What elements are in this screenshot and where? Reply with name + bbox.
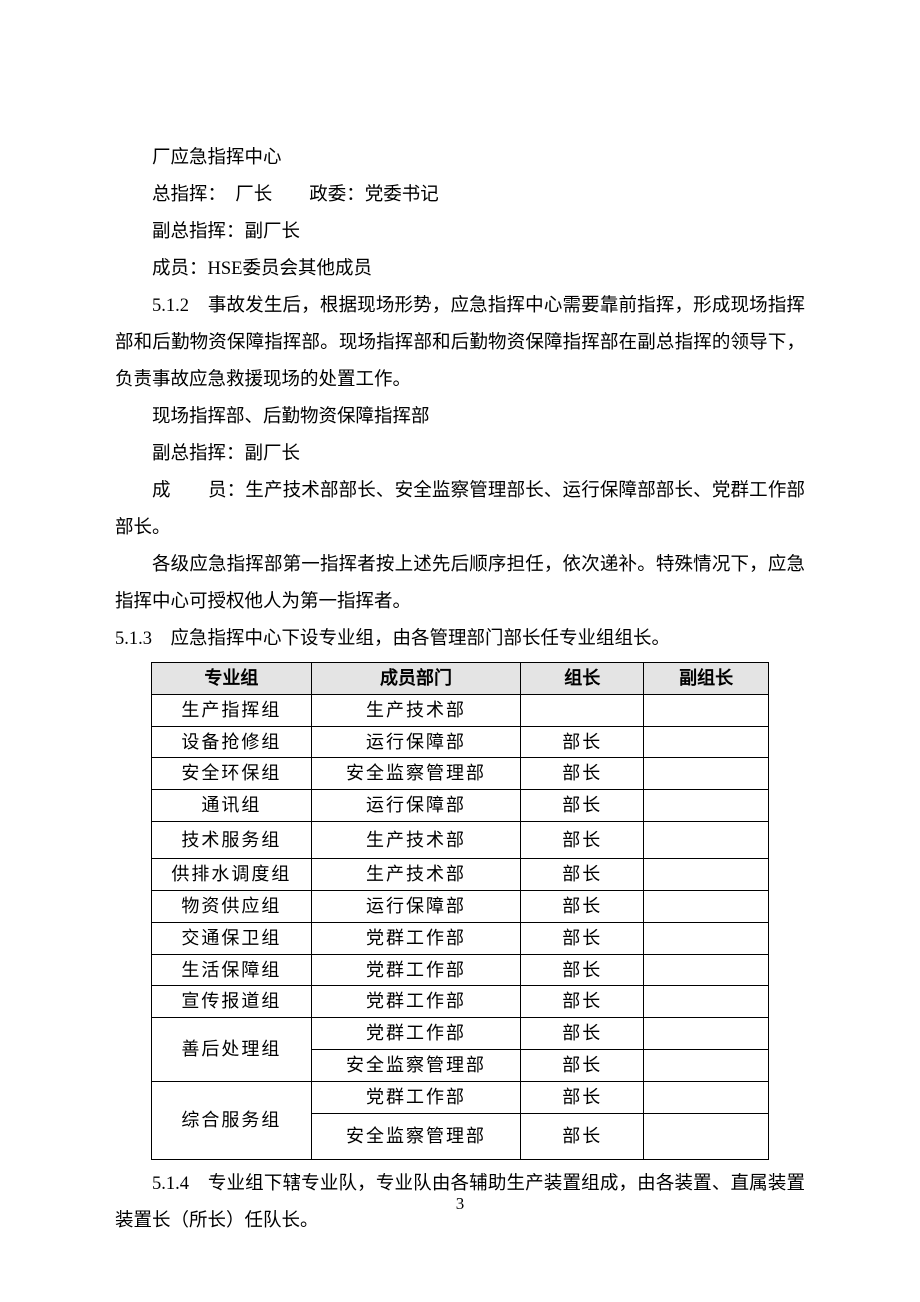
cell-group: 通讯组: [152, 790, 312, 822]
paragraph-deputy-commander-2: 副总指挥：副厂长: [115, 436, 805, 473]
table-row: 安全环保组安全监察管理部部长: [152, 758, 769, 790]
table-header-dept: 成员部门: [311, 663, 521, 695]
cell-dept: 生产技术部: [311, 859, 521, 891]
cell-deputy: [644, 821, 769, 858]
cell-deputy: [644, 986, 769, 1018]
paragraph-513: 5.1.3 应急指挥中心下设专业组，由各管理部门部长任专业组组长。: [115, 621, 805, 658]
cell-group: 善后处理组: [152, 1018, 312, 1082]
cell-dept: 安全监察管理部: [311, 1113, 521, 1159]
cell-leader: 部长: [521, 821, 644, 858]
cell-deputy: [644, 1049, 769, 1081]
cell-leader: 部长: [521, 726, 644, 758]
paragraph-members-hse: 成员：HSE委员会其他成员: [115, 251, 805, 288]
paragraph-512: 5.1.2 事故发生后，根据现场形势，应急指挥中心需要靠前指挥，形成现场指挥部和…: [115, 288, 805, 399]
cell-dept: 运行保障部: [311, 890, 521, 922]
cell-deputy: [644, 1018, 769, 1050]
cell-dept: 安全监察管理部: [311, 1049, 521, 1081]
cell-dept: 生产技术部: [311, 694, 521, 726]
cell-dept: 党群工作部: [311, 922, 521, 954]
table-header-group: 专业组: [152, 663, 312, 695]
table-row: 生产指挥组生产技术部: [152, 694, 769, 726]
cell-leader: 部长: [521, 859, 644, 891]
cell-deputy: [644, 922, 769, 954]
cell-leader: [521, 694, 644, 726]
cell-leader: 部长: [521, 922, 644, 954]
cell-group: 技术服务组: [152, 821, 312, 858]
cell-dept: 运行保障部: [311, 726, 521, 758]
table-row: 技术服务组生产技术部部长: [152, 821, 769, 858]
table-header-deputy: 副组长: [644, 663, 769, 695]
cell-group: 设备抢修组: [152, 726, 312, 758]
cell-group: 供排水调度组: [152, 859, 312, 891]
paragraph-succession: 各级应急指挥部第一指挥者按上述先后顺序担任，依次递补。特殊情况下，应急指挥中心可…: [115, 547, 805, 621]
paragraph-scene-command: 现场指挥部、后勤物资保障指挥部: [115, 399, 805, 436]
cell-deputy: [644, 890, 769, 922]
cell-deputy: [644, 790, 769, 822]
cell-dept: 安全监察管理部: [311, 758, 521, 790]
table-row: 综合服务组党群工作部部长: [152, 1081, 769, 1113]
cell-group: 安全环保组: [152, 758, 312, 790]
table-row: 交通保卫组党群工作部部长: [152, 922, 769, 954]
cell-group: 生产指挥组: [152, 694, 312, 726]
cell-deputy: [644, 758, 769, 790]
paragraph-members-list: 成 员：生产技术部部长、安全监察管理部长、运行保障部部长、党群工作部部长。: [115, 473, 805, 547]
table-body: 生产指挥组生产技术部设备抢修组运行保障部部长安全环保组安全监察管理部部长通讯组运…: [152, 694, 769, 1159]
cell-leader: 部长: [521, 1081, 644, 1113]
cell-deputy: [644, 694, 769, 726]
table-row: 生活保障组党群工作部部长: [152, 954, 769, 986]
specialty-groups-table: 专业组 成员部门 组长 副组长 生产指挥组生产技术部设备抢修组运行保障部部长安全…: [151, 662, 769, 1160]
cell-dept: 党群工作部: [311, 1018, 521, 1050]
cell-deputy: [644, 859, 769, 891]
cell-group: 生活保障组: [152, 954, 312, 986]
cell-dept: 党群工作部: [311, 1081, 521, 1113]
paragraph-center-title: 厂应急指挥中心: [115, 140, 805, 177]
table-row: 通讯组运行保障部部长: [152, 790, 769, 822]
cell-group: 宣传报道组: [152, 986, 312, 1018]
cell-leader: 部长: [521, 1018, 644, 1050]
specialty-groups-table-section: 专业组 成员部门 组长 副组长 生产指挥组生产技术部设备抢修组运行保障部部长安全…: [115, 662, 805, 1160]
cell-group: 交通保卫组: [152, 922, 312, 954]
table-row: 设备抢修组运行保障部部长: [152, 726, 769, 758]
cell-dept: 运行保障部: [311, 790, 521, 822]
cell-leader: 部长: [521, 1049, 644, 1081]
table-header-leader: 组长: [521, 663, 644, 695]
table-row: 宣传报道组党群工作部部长: [152, 986, 769, 1018]
cell-leader: 部长: [521, 1113, 644, 1159]
cell-leader: 部长: [521, 986, 644, 1018]
cell-group: 物资供应组: [152, 890, 312, 922]
cell-dept: 生产技术部: [311, 821, 521, 858]
cell-dept: 党群工作部: [311, 954, 521, 986]
page-number: 3: [0, 1194, 920, 1214]
cell-leader: 部长: [521, 954, 644, 986]
cell-leader: 部长: [521, 890, 644, 922]
cell-deputy: [644, 954, 769, 986]
paragraph-commander: 总指挥： 厂长 政委：党委书记: [115, 177, 805, 214]
cell-deputy: [644, 1113, 769, 1159]
table-row: 物资供应组运行保障部部长: [152, 890, 769, 922]
table-row: 供排水调度组生产技术部部长: [152, 859, 769, 891]
paragraph-deputy-commander: 副总指挥：副厂长: [115, 214, 805, 251]
cell-deputy: [644, 726, 769, 758]
cell-leader: 部长: [521, 790, 644, 822]
table-row: 善后处理组党群工作部部长: [152, 1018, 769, 1050]
cell-deputy: [644, 1081, 769, 1113]
cell-group: 综合服务组: [152, 1081, 312, 1159]
cell-dept: 党群工作部: [311, 986, 521, 1018]
table-header-row: 专业组 成员部门 组长 副组长: [152, 663, 769, 695]
cell-leader: 部长: [521, 758, 644, 790]
